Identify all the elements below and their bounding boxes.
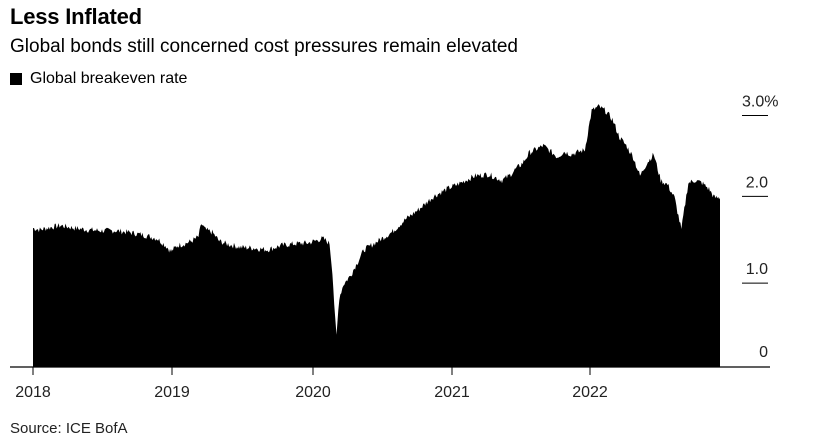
series-area-global-breakeven-rate <box>33 104 720 367</box>
y-tick-label: 1.0 <box>746 261 768 278</box>
y-tick-label: 3.0% <box>742 94 778 111</box>
y-tick-label: 0 <box>759 344 768 361</box>
y-tick-label: 2.0 <box>746 174 768 191</box>
chart-title: Less Inflated <box>10 4 142 29</box>
x-tick-label: 2022 <box>572 384 608 401</box>
x-tick-label: 2020 <box>295 384 331 401</box>
legend-swatch <box>10 73 22 85</box>
x-tick-label: 2018 <box>15 384 51 401</box>
chart-subtitle: Global bonds still concerned cost pressu… <box>10 36 518 57</box>
x-tick-label: 2021 <box>434 384 470 401</box>
source-note: Source: ICE BofA <box>10 420 128 437</box>
x-tick-label: 2019 <box>154 384 190 401</box>
legend: Global breakeven rate <box>10 70 187 88</box>
legend-label: Global breakeven rate <box>30 70 188 87</box>
